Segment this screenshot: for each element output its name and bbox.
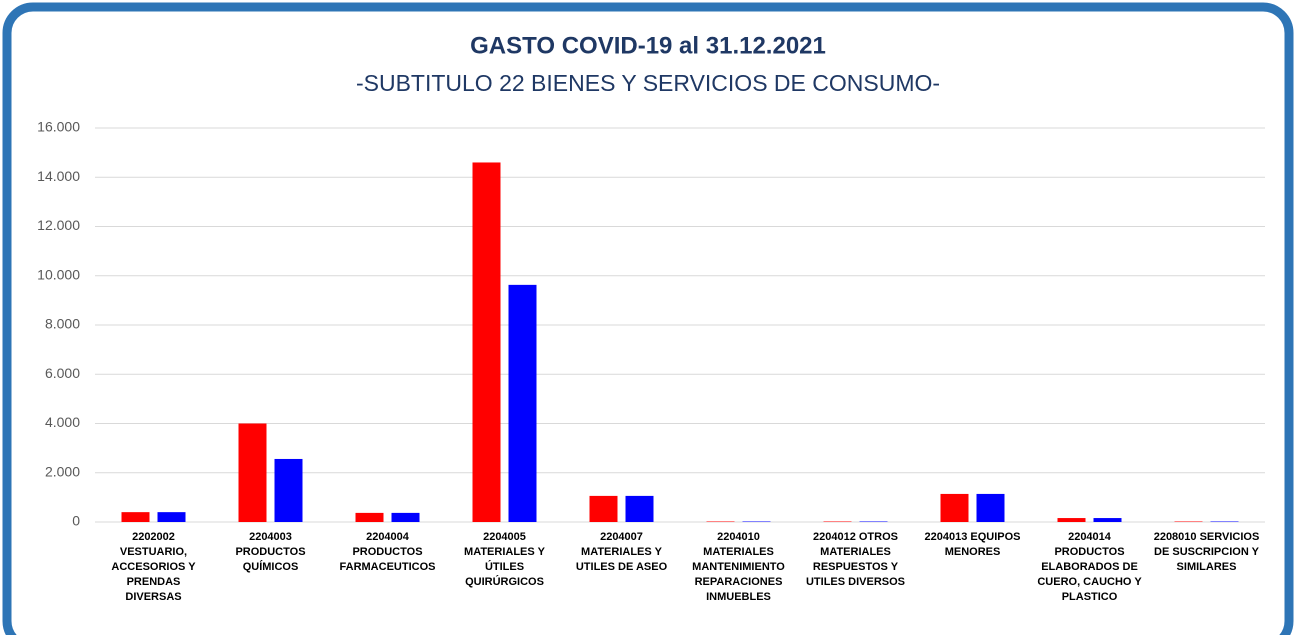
y-tick-label: 10.000 — [37, 266, 80, 282]
y-tick-label: 0 — [72, 513, 80, 529]
bar — [157, 512, 186, 522]
bar — [976, 493, 1005, 522]
bar — [121, 512, 150, 522]
bar — [355, 512, 384, 522]
bar — [238, 423, 267, 522]
x-tick-label: 2204014 PRODUCTOS ELABORADOS DE CUERO, C… — [1037, 531, 1142, 603]
bar — [391, 512, 420, 522]
bar — [508, 284, 537, 522]
bar — [472, 162, 501, 522]
bar — [274, 458, 303, 522]
x-tick-label: 2204013 EQUIPOS MENORES — [924, 531, 1021, 558]
chart-title: GASTO COVID-19 al 31.12.2021 — [470, 32, 826, 59]
bar — [940, 493, 969, 522]
y-tick-label: 2.000 — [45, 463, 80, 479]
bar — [589, 495, 618, 522]
x-tick-label: 2208010 SERVICIOS DE SUSCRIPCION Y SIMIL… — [1153, 531, 1260, 573]
x-tick-label: 2204004 PRODUCTOS FARMACEUTICOS — [339, 531, 436, 573]
bar — [625, 495, 654, 522]
y-tick-label: 6.000 — [45, 365, 80, 381]
chart-subtitle: -SUBTITULO 22 BIENES Y SERVICIOS DE CONS… — [356, 70, 940, 96]
y-tick-label: 4.000 — [45, 414, 80, 430]
x-tick-label: 2202002 VESTUARIO, ACCESORIOS Y PRENDAS … — [111, 531, 196, 603]
x-tick-label: 2204005 MATERIALES Y ÚTILES QUIRÚRGICOS — [464, 531, 545, 588]
y-tick-label: 14.000 — [37, 168, 80, 184]
x-tick-label: 2204010 MATERIALES MANTENIMIENTO REPARAC… — [692, 531, 785, 603]
x-tick-label: 2204007 MATERIALES Y UTILES DE ASEO — [575, 531, 668, 573]
y-tick-label: 8.000 — [45, 316, 80, 332]
bar — [1093, 518, 1122, 522]
y-tick-label: 12.000 — [37, 217, 80, 233]
bar — [1057, 518, 1086, 522]
x-tick-label: 2204003 PRODUCTOS QUÍMICOS — [235, 531, 306, 573]
y-tick-label: 16.000 — [37, 119, 80, 135]
x-tick-label: 2204012 OTROS MATERIALES RESPUESTOS Y UT… — [805, 531, 906, 588]
